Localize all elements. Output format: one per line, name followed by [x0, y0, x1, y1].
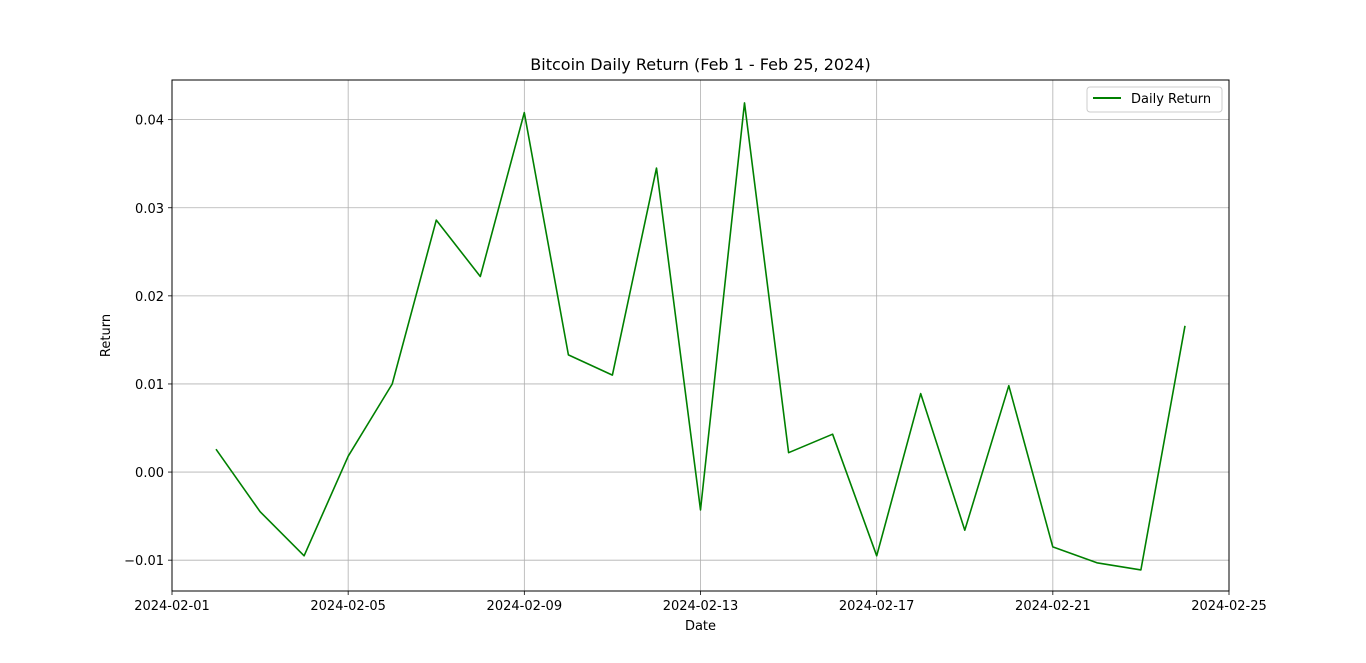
x-tick-label: 2024-02-05 — [310, 599, 386, 614]
y-tick-label: −0.01 — [124, 554, 164, 569]
y-tick-label: 0.01 — [135, 378, 164, 393]
legend-box — [1086, 86, 1223, 113]
x-tick-label: 2024-02-25 — [1191, 599, 1267, 614]
x-tick-label: 2024-02-13 — [663, 599, 739, 614]
x-axis-label: Date — [685, 619, 716, 634]
x-tick-label: 2024-02-21 — [1015, 599, 1091, 614]
chart-title: Bitcoin Daily Return (Feb 1 - Feb 25, 20… — [530, 55, 870, 74]
y-tick-label: 0.04 — [135, 114, 164, 129]
x-tick-label: 2024-02-01 — [134, 599, 210, 614]
series-layer — [215, 102, 1186, 571]
series-line-daily-return — [215, 102, 1186, 571]
y-tick-label: 0.03 — [135, 202, 164, 217]
axis-ticks: 2024-02-01 2024-02-05 2024-02-09 2024-02-13… — [124, 114, 1267, 614]
x-tick-label: 2024-02-17 — [839, 599, 915, 614]
y-tick-label: 0.02 — [135, 290, 164, 305]
legend: Daily Return — [1086, 86, 1223, 113]
y-axis-label: Return — [99, 314, 114, 357]
x-tick-label: 2024-02-09 — [487, 599, 563, 614]
legend-label-daily-return: Daily Return — [1131, 92, 1211, 107]
y-tick-label: 0.00 — [135, 466, 164, 481]
grid-lines — [171, 80, 1230, 591]
